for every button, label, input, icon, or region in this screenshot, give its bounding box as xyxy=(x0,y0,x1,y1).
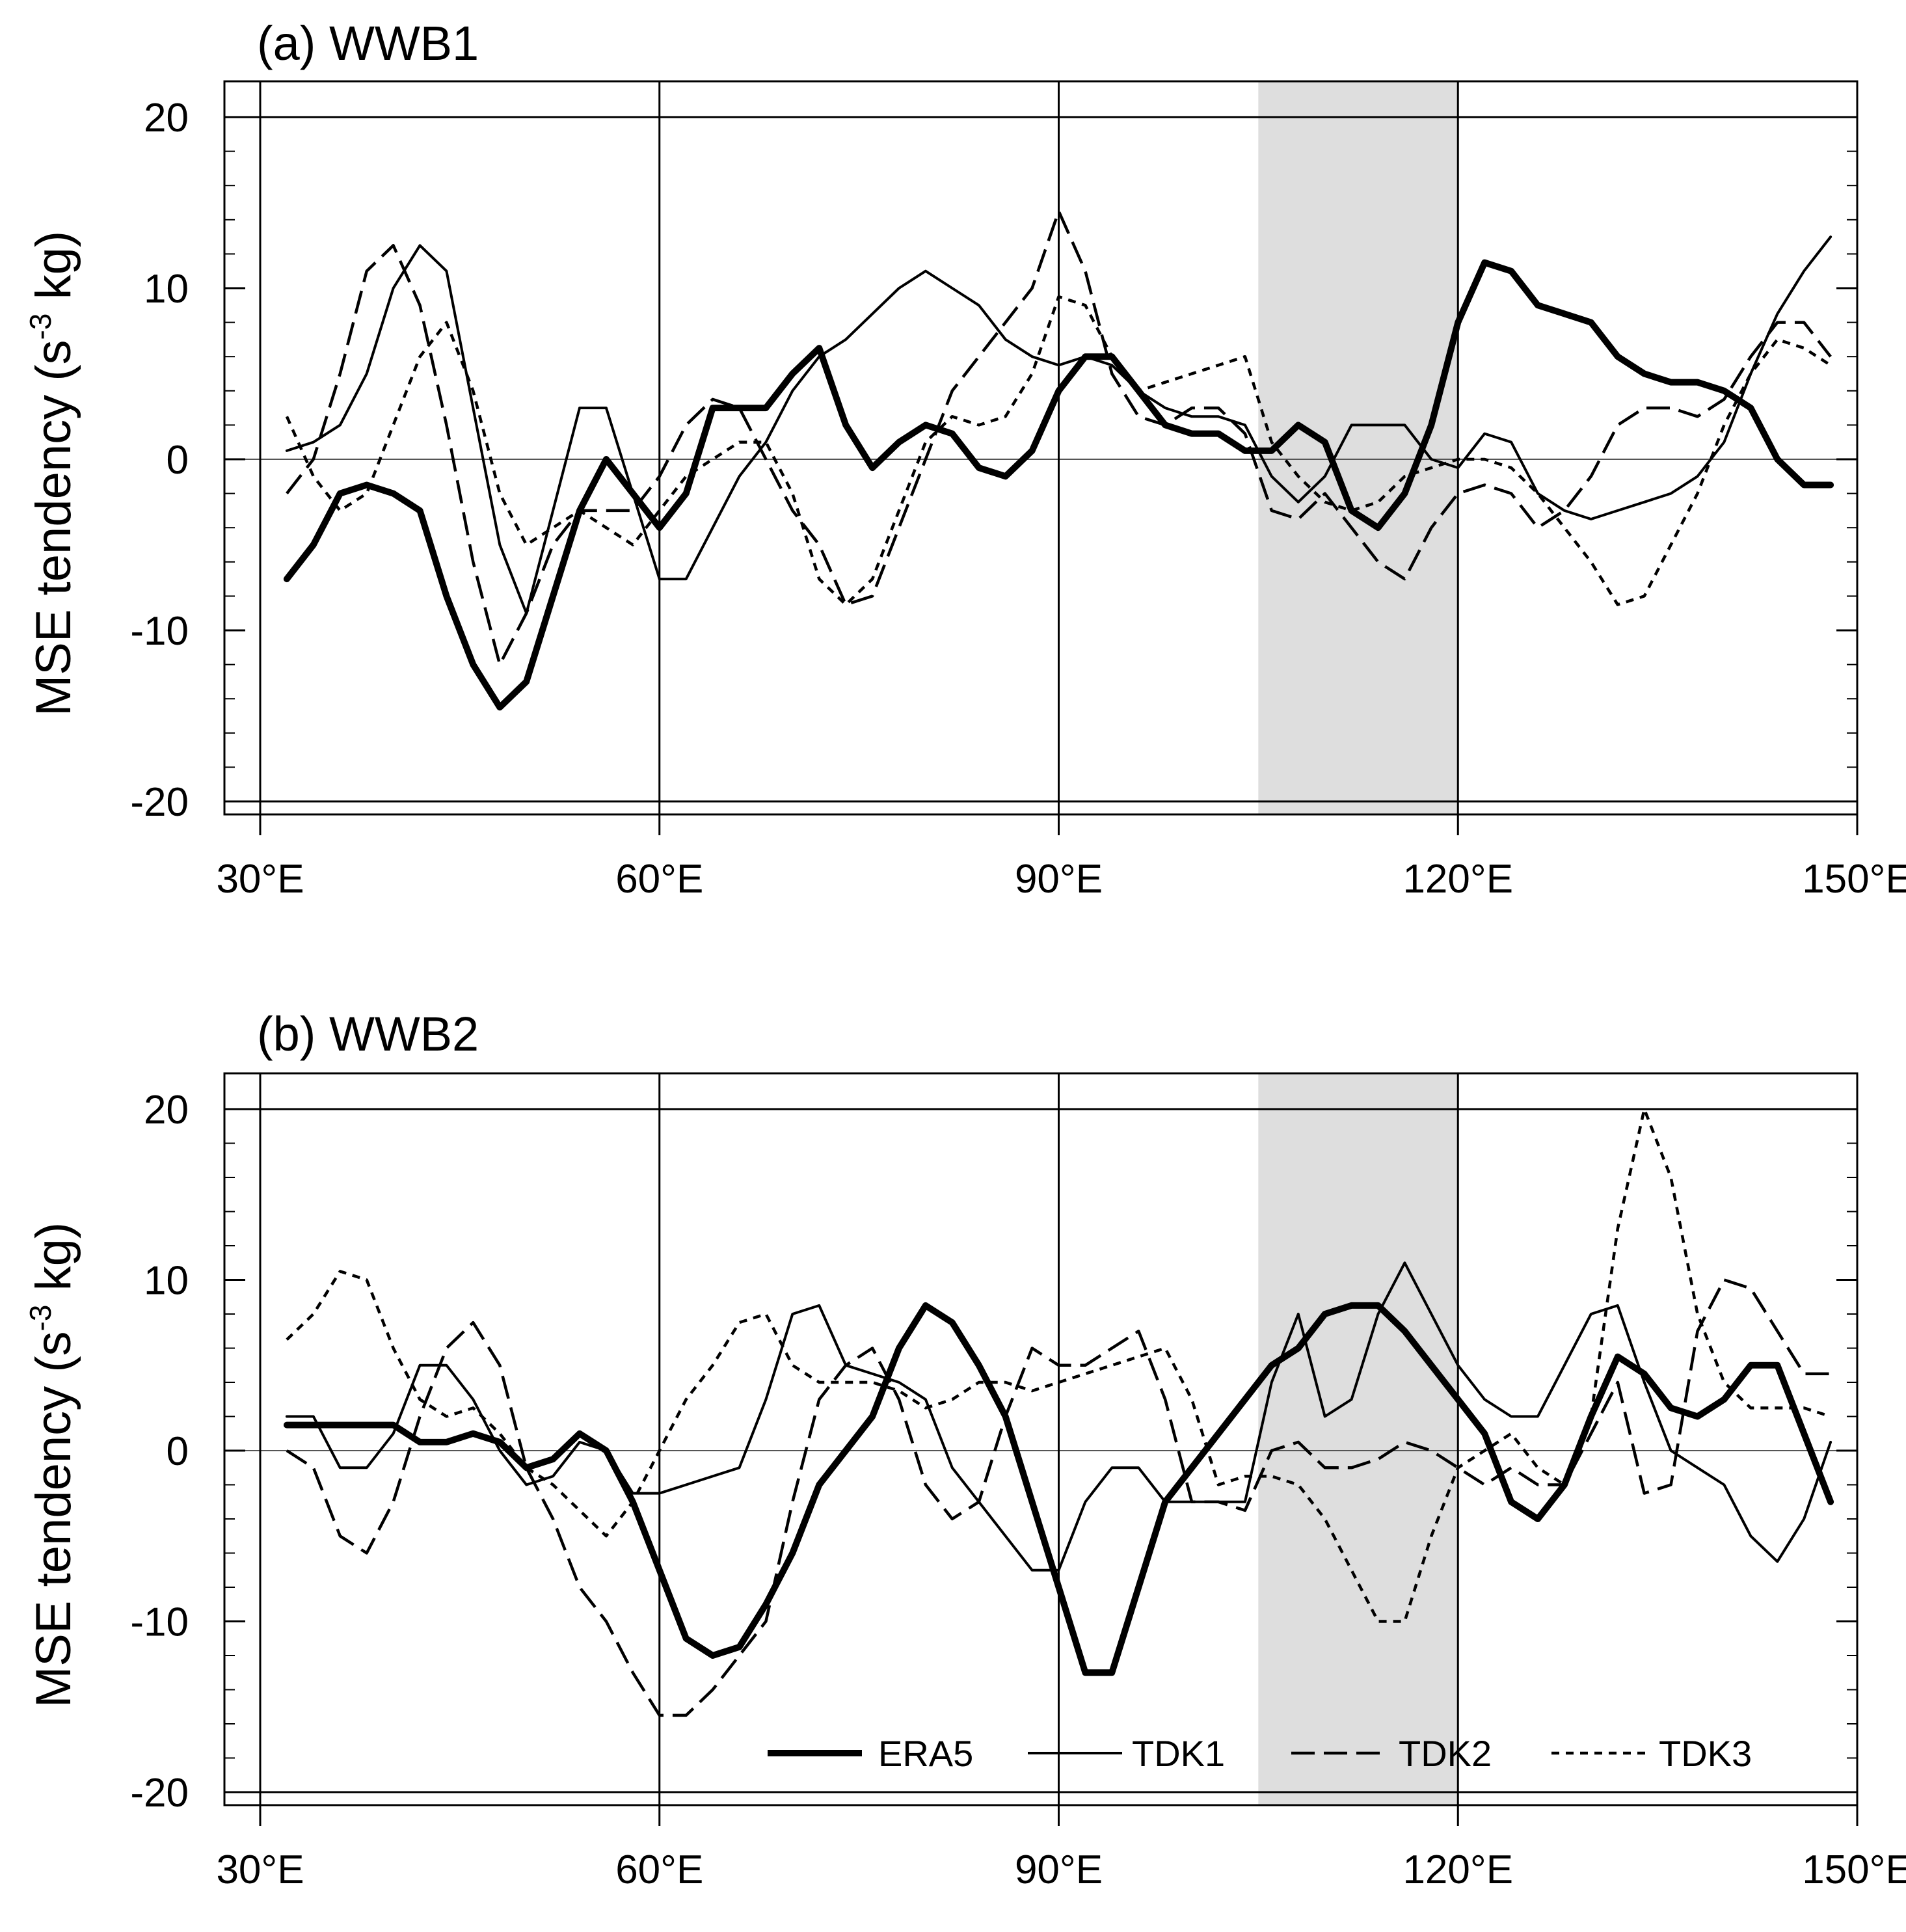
panel-a-ticks: -20 -10 0 10 20 30°E 60°E 90°E 120°E 150°E xyxy=(130,81,1906,902)
x-tick-label: 120°E xyxy=(1403,1847,1513,1892)
panel-b: -20 -10 0 10 20 30°E 60°E 90°E 120°E 150°E (b) WW… xyxy=(23,1007,1906,1892)
y-tick-label: -10 xyxy=(130,609,189,654)
svg-text:MSE tendency (s-3 kg): MSE tendency (s-3 kg) xyxy=(23,231,81,716)
panel-b-shaded-region xyxy=(1258,1073,1458,1805)
x-tick-label: 30°E xyxy=(216,857,304,902)
panel-b-ylabel-text: MSE tendency xyxy=(26,1386,81,1708)
y-tick-label: 10 xyxy=(144,1259,189,1304)
x-tick-label: 90°E xyxy=(1015,1847,1103,1892)
panel-b-ticks: -20 -10 0 10 20 30°E 60°E 90°E 120°E 150°E xyxy=(130,1073,1906,1892)
x-tick-label: 150°E xyxy=(1802,857,1906,902)
legend-label-tdk1: TDK1 xyxy=(1132,1733,1225,1774)
legend-label-tdk3: TDK3 xyxy=(1659,1733,1752,1774)
x-tick-label: 150°E xyxy=(1802,1847,1906,1892)
svg-text:MSE tendency (s-3 kg): MSE tendency (s-3 kg) xyxy=(23,1222,81,1708)
series-line-tdk2 xyxy=(286,209,1832,666)
y-tick-label: 0 xyxy=(167,1429,189,1474)
series-line-tdk3 xyxy=(286,1107,1831,1623)
panel-a-shaded-region xyxy=(1258,81,1458,814)
y-tick-label: -20 xyxy=(130,1771,189,1816)
panel-a-frame xyxy=(223,80,1859,816)
panel-a: -20 -10 0 10 20 30°E 60°E 90°E 120°E 150°E (a) WW… xyxy=(23,16,1906,902)
legend-label-era5: ERA5 xyxy=(878,1733,973,1774)
y-tick-label: 10 xyxy=(144,267,189,312)
panel-a-y-axis-label: MSE tendency (s-3 kg) xyxy=(23,231,81,716)
legend-label-tdk2: TDK2 xyxy=(1399,1733,1492,1774)
y-tick-label: 0 xyxy=(167,438,189,483)
x-tick-label: 30°E xyxy=(216,1847,304,1892)
y-tick-label: -10 xyxy=(130,1600,189,1645)
x-tick-label: 90°E xyxy=(1015,857,1103,902)
y-tick-label: 20 xyxy=(144,1088,189,1133)
x-tick-label: 120°E xyxy=(1403,857,1513,902)
x-tick-label: 60°E xyxy=(615,857,703,902)
y-tick-label: -20 xyxy=(130,780,189,825)
y-tick-label: 20 xyxy=(144,96,189,141)
panel-a-ylabel-text: MSE tendency xyxy=(26,395,81,716)
panel-b-frame xyxy=(223,1072,1859,1806)
panel-a-title: (a) WWB1 xyxy=(257,16,479,70)
panel-b-legend: ERA5 TDK1 TDK2 TDK3 xyxy=(768,1733,1752,1774)
panel-b-y-axis-label: MSE tendency (s-3 kg) xyxy=(23,1222,81,1708)
x-tick-label: 60°E xyxy=(615,1847,703,1892)
panel-b-title: (b) WWB2 xyxy=(257,1007,479,1061)
